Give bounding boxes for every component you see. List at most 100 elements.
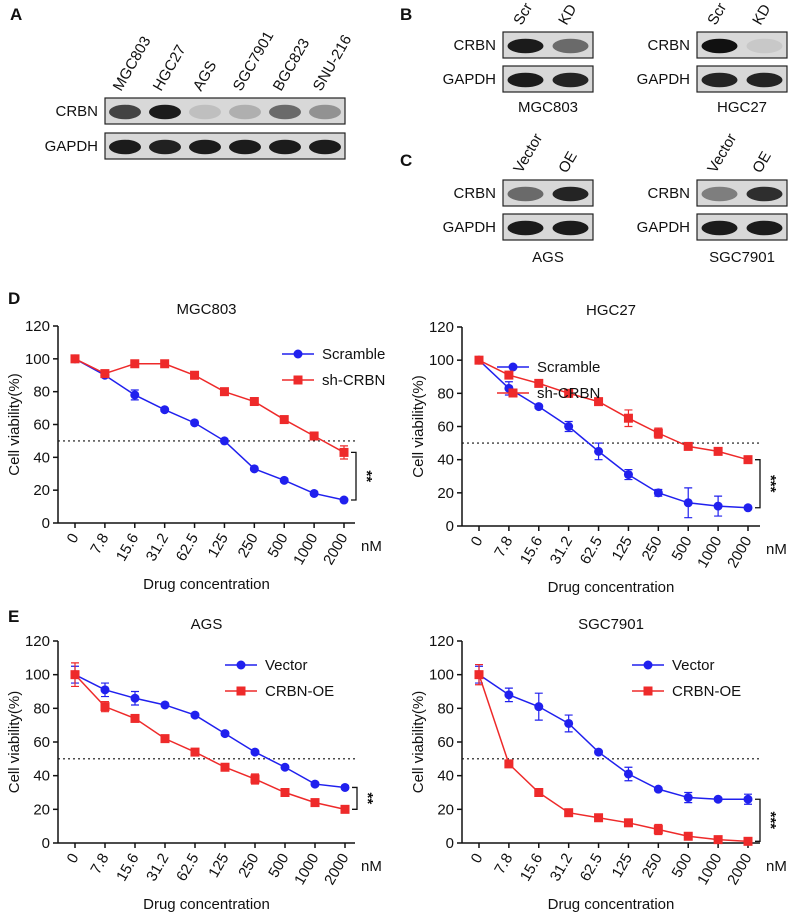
marker	[130, 390, 140, 400]
y-axis-label: Cell viability(%)	[410, 375, 427, 478]
y-tick-label: 40	[33, 768, 50, 785]
legend-label: Scramble	[537, 359, 600, 376]
marker	[743, 794, 753, 804]
marker	[249, 397, 259, 407]
marker	[653, 488, 663, 498]
marker	[190, 418, 200, 428]
legend-label: sh-CRBN	[322, 372, 385, 389]
x-tick-label: 7.8	[491, 851, 516, 878]
x-tick-label: 1000	[694, 534, 725, 571]
band	[309, 104, 341, 120]
x-tick-label: 1000	[694, 851, 725, 888]
x-tick-label: 15.6	[517, 534, 546, 568]
marker	[100, 369, 110, 379]
x-tick-label: 15.6	[113, 851, 142, 885]
chart-title: MGC803	[176, 301, 236, 318]
lane-label: HGC27	[150, 42, 190, 94]
marker	[130, 359, 140, 369]
lane-label: KD	[555, 1, 580, 28]
x-tick-label: 62.5	[173, 851, 202, 885]
marker	[653, 428, 663, 438]
marker	[160, 700, 170, 710]
y-tick-label: 0	[42, 515, 50, 532]
marker	[713, 501, 723, 511]
marker	[340, 804, 350, 814]
y-tick-label: 100	[25, 667, 50, 684]
y-tick-label: 100	[429, 667, 454, 684]
band	[552, 186, 589, 202]
blot-box	[104, 97, 346, 125]
marker	[160, 359, 170, 369]
band	[229, 104, 261, 120]
marker	[713, 446, 723, 456]
legend-marker	[643, 660, 653, 670]
band	[701, 72, 738, 88]
row-label: GAPDH	[637, 219, 690, 236]
significance-label: ***	[762, 475, 779, 493]
lane-label: Scr	[510, 0, 536, 28]
x-tick-label: 2000	[321, 851, 352, 888]
row-label: GAPDH	[443, 219, 496, 236]
marker	[713, 794, 723, 804]
row-label: CRBN	[453, 185, 496, 202]
x-tick-label: 1000	[290, 531, 321, 568]
marker	[250, 747, 260, 757]
band	[507, 220, 544, 236]
x-tick-label: 500	[264, 531, 291, 561]
x-tick-label: 250	[639, 534, 666, 564]
series-line	[478, 674, 748, 800]
legend-label: CRBN-OE	[672, 683, 741, 700]
band	[701, 220, 738, 236]
marker	[504, 370, 514, 380]
legend-label: Vector	[265, 657, 308, 674]
legend-label: sh-CRBN	[537, 385, 600, 402]
marker	[190, 747, 200, 757]
lane-label: OE	[555, 149, 581, 176]
lane-label: SNU-216	[310, 32, 356, 94]
band	[746, 220, 783, 236]
marker	[70, 670, 80, 680]
band	[552, 72, 589, 88]
y-tick-label: 40	[437, 452, 454, 469]
series-line	[478, 674, 749, 843]
marker	[743, 503, 753, 513]
y-tick-label: 20	[437, 485, 454, 502]
significance-label: **	[358, 470, 375, 482]
x-tick-label: 0	[468, 851, 487, 867]
band	[552, 220, 589, 236]
marker	[130, 713, 140, 723]
legend-label: Scramble	[322, 346, 385, 363]
marker	[310, 779, 320, 789]
band	[507, 72, 544, 88]
lane-label: KD	[749, 1, 774, 28]
x-tick-label: 7.8	[491, 534, 516, 561]
chart-title: HGC27	[586, 302, 636, 319]
marker	[623, 818, 633, 828]
cell-line-label: MGC803	[518, 99, 578, 116]
y-tick-label: 40	[33, 449, 50, 466]
marker	[534, 702, 544, 712]
marker	[280, 788, 290, 797]
band	[189, 104, 221, 120]
marker	[250, 774, 260, 784]
x-tick-label: 0	[64, 851, 83, 867]
marker	[504, 759, 514, 769]
marker	[623, 769, 633, 779]
band	[229, 139, 261, 155]
blot-box	[104, 132, 346, 160]
marker	[340, 782, 350, 792]
marker	[564, 718, 574, 728]
marker	[280, 762, 290, 772]
chart-title: AGS	[191, 616, 223, 633]
row-label: CRBN	[55, 103, 98, 120]
y-tick-label: 80	[33, 700, 50, 717]
marker	[534, 378, 544, 388]
x-tick-label: 2000	[724, 534, 755, 571]
band	[507, 38, 544, 54]
series-line	[478, 359, 749, 509]
marker	[534, 788, 544, 797]
marker	[683, 793, 693, 803]
x-tick-label: 250	[639, 851, 666, 881]
y-tick-label: 80	[437, 385, 454, 402]
marker	[653, 784, 663, 794]
